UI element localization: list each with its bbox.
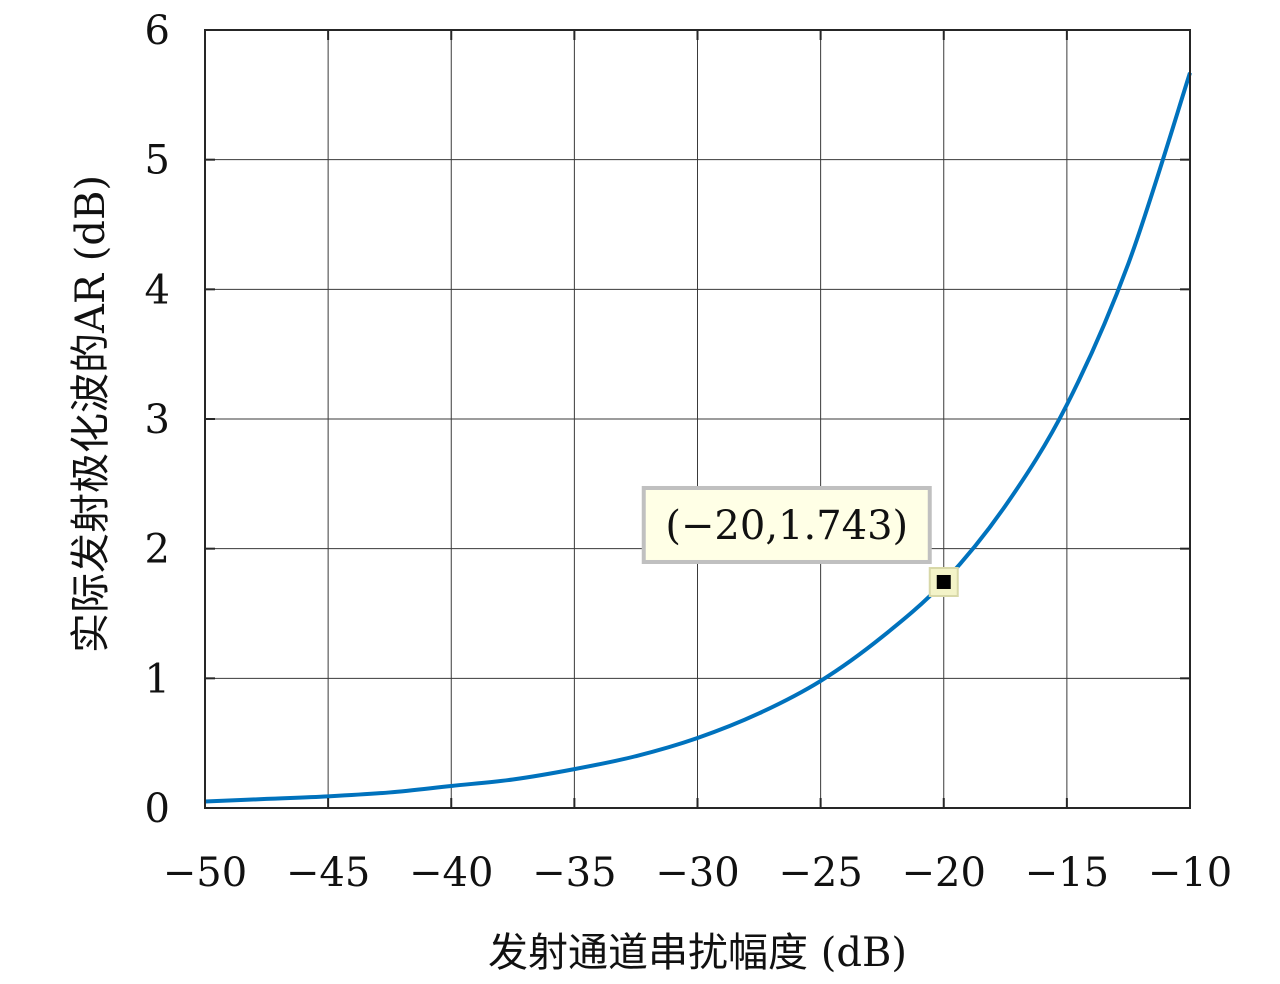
x-tick-label: −25 — [778, 850, 862, 896]
x-axis-label: 发射通道串扰幅度 (dB) — [488, 930, 907, 976]
x-tick-label: −30 — [655, 850, 739, 896]
y-tick-label: 0 — [145, 786, 170, 832]
datatip-marker — [936, 574, 951, 589]
y-tick-label: 5 — [145, 138, 170, 184]
y-tick-label: 1 — [145, 656, 170, 702]
y-tick-label: 2 — [145, 527, 170, 573]
datatip-box — [641, 485, 932, 564]
series-layer — [204, 72, 1192, 804]
datatip-label: (−20,1.743) — [665, 503, 908, 549]
y-tick-label: 4 — [145, 267, 170, 313]
x-tick-label: −15 — [1025, 850, 1109, 896]
y-tick-label: 3 — [145, 397, 170, 443]
y-axis-label: 实际发射极化波的AR (dB) — [68, 175, 114, 653]
y-tick-label: 6 — [145, 8, 170, 54]
series-line — [204, 72, 1192, 804]
x-tick-label: −35 — [532, 850, 616, 896]
x-tick-label: −10 — [1148, 850, 1232, 896]
tick-marks — [204, 29, 1191, 809]
tick-labels: −50 −45 −40 −35 −30 −25 −20 −15 −10 0 1 2 3 4 5 6 — [145, 8, 1233, 896]
datatip[interactable]: (−20,1.743) — [641, 485, 959, 597]
x-tick-label: −45 — [286, 850, 370, 896]
x-tick-label: −20 — [902, 850, 986, 896]
x-tick-label: −50 — [163, 850, 247, 896]
x-tick-label: −40 — [409, 850, 493, 896]
grid-lines — [204, 29, 1191, 809]
